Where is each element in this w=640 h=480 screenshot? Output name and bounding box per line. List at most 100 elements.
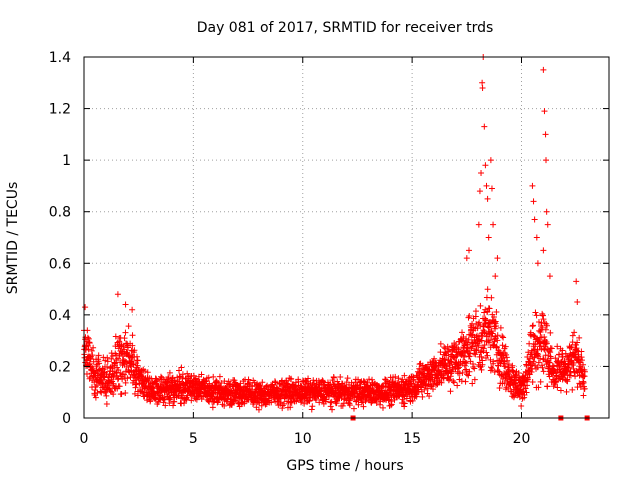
data-point [574, 369, 581, 376]
data-point [535, 359, 542, 366]
data-point [550, 363, 557, 370]
data-point [543, 157, 549, 164]
data-point [563, 377, 570, 384]
data-point [526, 359, 533, 366]
data-point [484, 308, 491, 315]
data-point [245, 376, 252, 383]
data-point [120, 371, 127, 378]
data-points [81, 54, 590, 421]
y-tick-label: 0.6 [49, 256, 71, 272]
data-point [303, 378, 310, 385]
data-point [210, 373, 217, 380]
data-point [107, 388, 114, 395]
data-point [463, 335, 470, 342]
x-tick-label: 0 [80, 431, 89, 447]
data-point [306, 397, 313, 404]
y-tick-label: 0 [62, 411, 71, 427]
data-point [421, 386, 428, 393]
data-point [499, 333, 506, 340]
data-point [447, 388, 454, 395]
data-point [489, 330, 496, 337]
data-point [344, 375, 351, 382]
data-point [459, 369, 466, 376]
data-point [523, 389, 530, 396]
data-point [484, 352, 491, 359]
data-point [115, 355, 122, 362]
data-point [483, 349, 490, 356]
data-point [203, 377, 210, 384]
data-point [83, 371, 90, 378]
data-point [488, 294, 495, 301]
y-tick-label: 1.2 [49, 102, 71, 118]
data-point [132, 384, 139, 391]
data-point [84, 334, 91, 341]
data-point [122, 390, 129, 397]
data-point [488, 327, 495, 334]
data-point [574, 339, 581, 346]
data-point [346, 402, 353, 409]
data-point [472, 313, 479, 320]
data-point [446, 376, 453, 383]
data-point [469, 343, 476, 350]
data-point [542, 131, 549, 138]
data-point [132, 377, 139, 384]
data-point [472, 351, 479, 358]
data-point [520, 388, 527, 395]
data-point [483, 182, 490, 189]
data-point [572, 373, 579, 380]
data-point [92, 394, 99, 401]
data-point [484, 286, 491, 293]
data-point [554, 343, 561, 350]
data-point [108, 355, 115, 362]
data-point [95, 352, 102, 359]
data-point [268, 399, 275, 406]
data-point [157, 373, 164, 380]
data-point [547, 329, 554, 336]
data-point [534, 364, 541, 371]
data-point [130, 361, 137, 368]
data-point [552, 355, 559, 362]
y-tick-label: 1 [62, 153, 71, 169]
data-point [574, 298, 581, 305]
data-point [532, 341, 539, 348]
data-point [484, 195, 491, 202]
data-point [103, 401, 110, 408]
data-point [96, 360, 103, 367]
data-point [463, 255, 470, 262]
data-point [339, 402, 346, 409]
data-point [309, 403, 316, 410]
data-point [218, 380, 225, 387]
data-point [110, 391, 117, 398]
data-point [399, 376, 406, 383]
data-point [554, 384, 561, 391]
data-point [88, 347, 95, 354]
data-point [164, 378, 171, 385]
data-point [477, 348, 484, 355]
data-point [534, 260, 541, 267]
data-point [369, 376, 376, 383]
data-point [466, 247, 472, 254]
data-point [454, 382, 461, 389]
data-point [573, 347, 580, 354]
data-point [472, 308, 479, 315]
data-point [166, 369, 173, 376]
data-point [543, 322, 550, 329]
data-point [122, 379, 129, 386]
data-point [121, 346, 128, 353]
data-point [481, 341, 488, 348]
data-point [171, 377, 178, 384]
data-point [419, 393, 426, 400]
data-point [255, 406, 262, 413]
data-point [170, 391, 177, 398]
y-tick-label: 0.8 [49, 205, 71, 221]
data-point [465, 372, 472, 379]
data-point [469, 331, 476, 338]
data-point [193, 396, 200, 403]
data-point [487, 337, 494, 344]
data-point [580, 361, 587, 368]
data-point [540, 368, 547, 375]
data-point [540, 66, 547, 73]
data-point [541, 108, 548, 115]
data-point [512, 372, 519, 379]
data-point [129, 332, 136, 339]
